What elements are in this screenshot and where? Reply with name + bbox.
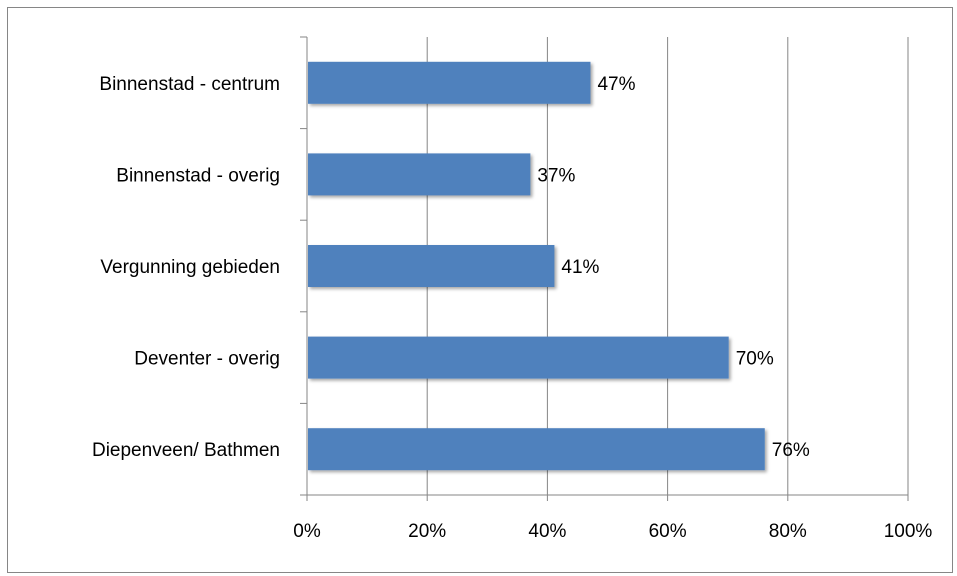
- bar-4: [308, 428, 765, 471]
- bar-2: [308, 245, 555, 287]
- data-label: 37%: [537, 165, 575, 186]
- data-label: 76%: [772, 440, 810, 461]
- bars: [308, 61, 765, 471]
- category-label: Deventer - overig: [134, 349, 280, 370]
- bar-0: [308, 61, 591, 104]
- x-tick-label: 60%: [649, 521, 687, 542]
- data-label: 41%: [561, 257, 599, 278]
- x-tick-label: 100%: [884, 521, 933, 542]
- x-tick-label: 80%: [769, 521, 807, 542]
- labels: 0% 20% 40% 60% 80% 100% Binnenstad - centrum 47…: [92, 74, 932, 542]
- x-tick-label: 40%: [528, 521, 566, 542]
- x-tick-label: 0%: [293, 521, 321, 542]
- category-label: Vergunning gebieden: [100, 257, 280, 278]
- category-label: Diepenveen/ Bathmen: [92, 440, 280, 461]
- category-label: Binnenstad - centrum: [99, 74, 280, 95]
- bar-3: [308, 336, 729, 379]
- x-tick-label: 20%: [408, 521, 446, 542]
- axes: [300, 36, 909, 501]
- data-label: 70%: [736, 349, 774, 370]
- bar-1: [308, 153, 531, 196]
- category-label: Binnenstad - overig: [116, 165, 280, 186]
- data-label: 47%: [597, 74, 635, 95]
